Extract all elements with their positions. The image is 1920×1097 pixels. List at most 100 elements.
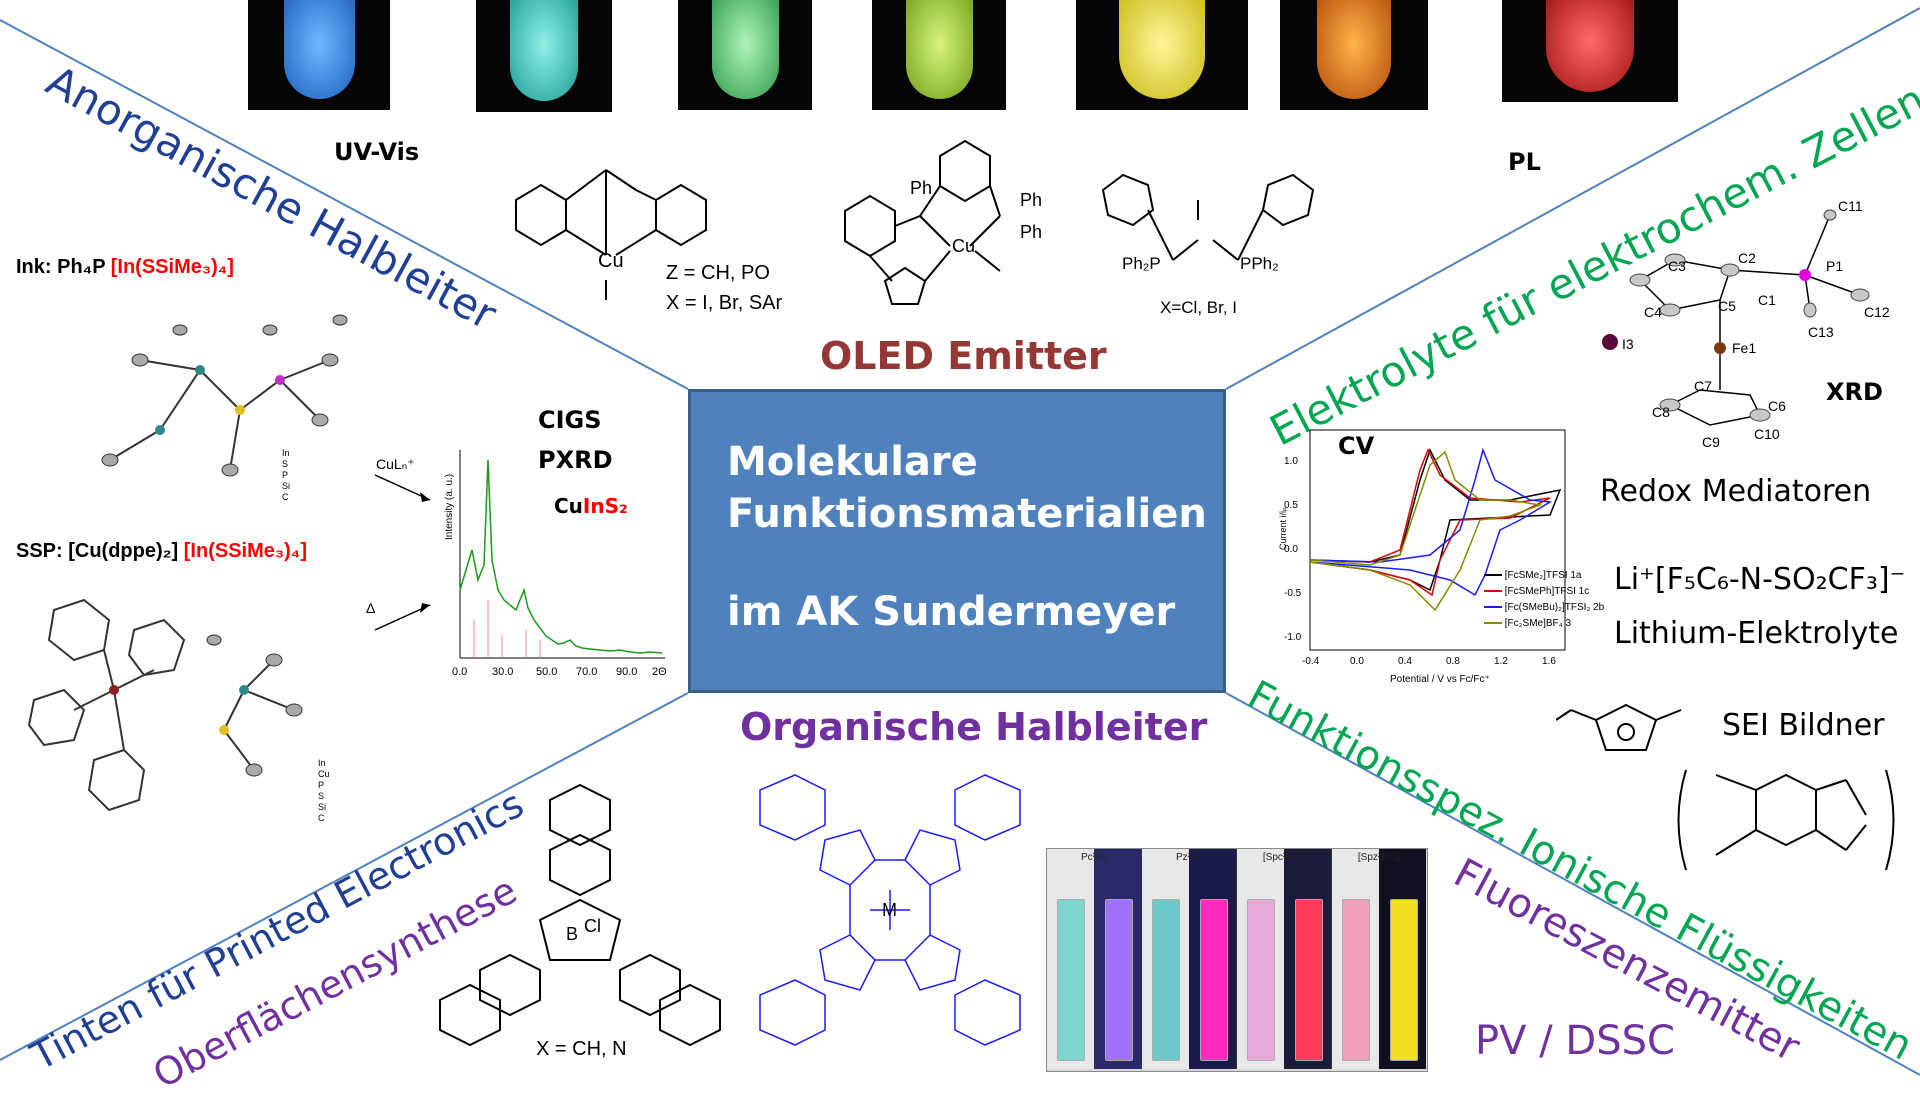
vial-2a: [1152, 899, 1180, 1061]
redox-mediators-label: Redox Mediatoren: [1600, 474, 1872, 509]
cv-xtick-2: 0.4: [1398, 656, 1412, 667]
culn-label: CuLₙ⁺: [376, 456, 415, 472]
phthalocyanine-structure: [759, 774, 1021, 1046]
ink-legend-3: Si: [282, 481, 291, 491]
vial-cell-1: Pc²H₂: [1047, 849, 1143, 1069]
atom-c1: C1: [1758, 292, 1776, 308]
atom-fe1: Fe1: [1732, 340, 1757, 356]
cv-legend-1: [FcSMePh]TFSI 1c: [1484, 584, 1604, 600]
atom-c2: C2: [1738, 250, 1756, 266]
atom-c3: C3: [1668, 258, 1686, 274]
cuins2-ins2: InS₂: [582, 494, 628, 518]
lithium-salt-formula: Li⁺[F₅C₆-N-SO₂CF₃]⁻: [1614, 562, 1906, 597]
vial-cell-2: Pz²H₂: [1142, 849, 1238, 1069]
pxrd-chart: [459, 450, 665, 659]
pxrd-xtick-1: 30.0: [492, 666, 514, 678]
reaction-arrows: [374, 474, 431, 631]
cv-legend-3: [Fc₂SMe]BF₄ 3: [1484, 616, 1604, 632]
ssp-legend-3: S: [318, 791, 325, 801]
ink-formula-part-1: Ink: Ph₄P: [16, 256, 111, 278]
atom-c10: C10: [1754, 426, 1780, 442]
vial-3b: [1295, 899, 1323, 1061]
photo-green: [678, 0, 812, 110]
pxrd-xtick-2: 50.0: [536, 666, 558, 678]
vial-caption-3: [Spc²BCl]: [1262, 852, 1306, 863]
vial-caption-1: Pc²H₂: [1080, 852, 1108, 863]
vial-cell-3: [Spc²BCl]: [1237, 849, 1333, 1069]
atom-c4: C4: [1644, 304, 1662, 320]
organic-semiconductors-title: Organische Halbleiter: [740, 705, 1208, 749]
ssp-legend-0: In: [318, 758, 326, 768]
oled1-z-def: Z = CH, PO: [666, 262, 770, 284]
ink-crystal-structure: [101, 314, 348, 477]
oled3-ph2p: Ph₂P: [1122, 254, 1161, 273]
cigs-label: CIGS: [538, 406, 602, 434]
cv-xlabel: Potential / V vs Fc/Fc⁺: [1390, 674, 1490, 685]
center-line-2: Funktionsmaterialien: [727, 491, 1207, 537]
pxrd-xtick-5: 2Θ: [652, 666, 667, 678]
oled-molecule-2: [844, 139, 1001, 305]
vial-1a: [1057, 899, 1085, 1061]
atom-c6: C6: [1768, 398, 1786, 414]
ink-legend-0: In: [282, 448, 290, 458]
pxrd-xticks: 0.0 30.0 50.0 70.0 90.0 2Θ: [452, 666, 667, 678]
cv-ytick-1: 0.5: [1284, 500, 1298, 511]
oled-molecule-1: [515, 169, 707, 300]
cuins2-cu: Cu: [554, 494, 583, 518]
atom-c12: C12: [1864, 304, 1890, 320]
photo-lime: [872, 0, 1006, 110]
ssp-atom-legend: In Cu P S Si C: [318, 758, 330, 824]
oled-molecule-3: [1101, 173, 1315, 261]
atom-c5: C5: [1718, 298, 1736, 314]
oled1-x-def: X = I, Br, SAr: [666, 292, 783, 314]
cuins2-label: CuInS₂: [554, 494, 628, 518]
pxrd-ylabel: Intensity (a. u.): [444, 473, 455, 540]
cv-xtick-1: 0.0: [1350, 656, 1364, 667]
cv-xtick-3: 0.8: [1446, 656, 1460, 667]
delta-label: Δ: [366, 600, 376, 616]
cv-ylabel: Current i/iₚ: [1278, 507, 1288, 550]
pxrd-xtick-0: 0.0: [452, 666, 468, 678]
oled2-ph-3: Ph: [1020, 222, 1043, 242]
ink-legend-1: S: [282, 459, 289, 469]
oled2-cu: Cu: [952, 236, 976, 256]
ssp-legend-5: C: [318, 813, 325, 823]
cv-ytick-2: 0.0: [1284, 544, 1298, 555]
cv-legend-2: [Fc(SMeBu)₂]TFSI₂ 2b: [1484, 600, 1604, 616]
atom-c8: C8: [1652, 404, 1670, 420]
pc-metal: M: [882, 900, 897, 920]
subphthalocyanine-structure: [439, 783, 721, 1047]
oled-emitter-title: OLED Emitter: [820, 334, 1107, 378]
vial-caption-2: Pz²H₂: [1175, 852, 1203, 863]
photo-blue: [248, 0, 390, 110]
vial-1b: [1105, 899, 1133, 1061]
pxrd-xtick-3: 70.0: [576, 666, 598, 678]
atom-c11: C11: [1838, 198, 1863, 214]
cv-ytick-4: -1.0: [1284, 632, 1302, 643]
ink-legend-4: C: [282, 492, 289, 502]
ssp-legend-1: Cu: [318, 769, 330, 779]
ink-legend-2: P: [282, 470, 289, 480]
vial-4a: [1342, 899, 1370, 1061]
vial-4b: [1390, 899, 1418, 1061]
ink-atom-legend: In S P Si C: [282, 448, 290, 503]
ssp-crystal-structure: [27, 598, 303, 812]
vial-2b: [1200, 899, 1228, 1061]
atom-c7: C7: [1694, 378, 1712, 394]
xrd-structure: [1602, 209, 1870, 426]
oled1-cu: Cu: [598, 250, 624, 272]
vial-3a: [1247, 899, 1275, 1061]
oled3-pph2: PPh₂: [1240, 254, 1279, 273]
subpc-cl: Cl: [584, 916, 601, 936]
oled2-ph-1: Ph: [910, 178, 933, 198]
ssp-formula-part-2: [In(SSiMe₃)₄]: [183, 540, 307, 562]
center-line-1: Molekulare: [727, 439, 978, 485]
cv-xtick-4: 1.2: [1494, 656, 1508, 667]
atom-c13: C13: [1808, 324, 1834, 340]
oled2-ph-2: Ph: [1020, 190, 1043, 210]
cv-xtick-0: -0.4: [1302, 656, 1320, 667]
pl-label: PL: [1508, 148, 1541, 176]
cv-ytick-0: 1.0: [1284, 456, 1298, 467]
cv-ytick-3: -0.5: [1284, 588, 1302, 599]
atom-i3: I3: [1622, 336, 1634, 352]
